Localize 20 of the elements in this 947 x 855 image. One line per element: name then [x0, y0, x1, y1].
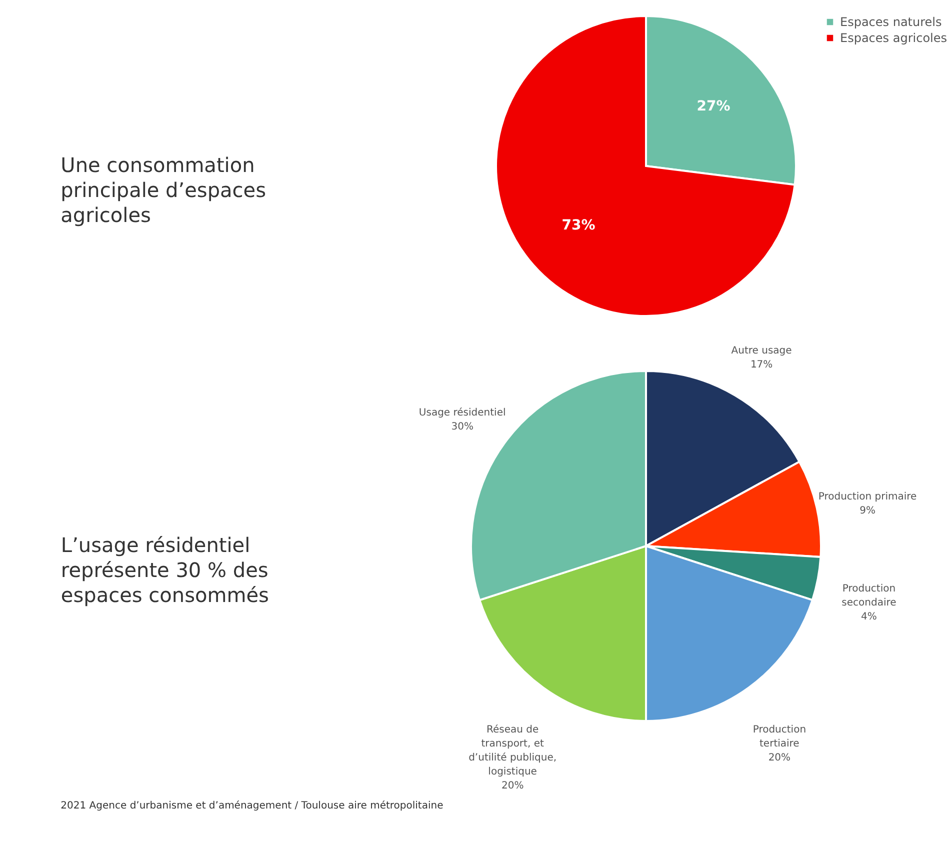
data-label: 9%: [860, 505, 876, 516]
pie-slice: [495, 15, 796, 317]
slice-label: Autre usage: [731, 346, 792, 357]
slice-label: Production tertiaire: [752, 724, 806, 750]
data-label: 20%: [768, 752, 791, 764]
slice-label: Usage résidentiel: [418, 408, 506, 419]
legend-label: Espaces agricoles: [840, 31, 947, 45]
slice-label: Production primaire: [818, 491, 917, 502]
data-label: 17%: [750, 360, 773, 371]
data-label: 73%: [562, 218, 596, 234]
text: 2021 Agence d’urbanisme et d’aménagement / Toulouse aire métropolitaine: [60, 800, 444, 812]
slice-label: Réseau de transport, et d’utilité publique, logistique: [468, 724, 557, 778]
legend-label: Espaces naturels: [840, 15, 942, 29]
data-label: 20%: [501, 780, 524, 792]
text: Une consommation principale d’espaces agricoles: [60, 153, 266, 227]
slice-label: Production secondaire: [842, 584, 896, 609]
text: L’usage résidentiel représente 30 % des espaces consommés: [60, 533, 269, 607]
data-label: 27%: [696, 98, 730, 114]
data-label: 30%: [451, 422, 474, 433]
data-label: 4%: [861, 612, 877, 623]
